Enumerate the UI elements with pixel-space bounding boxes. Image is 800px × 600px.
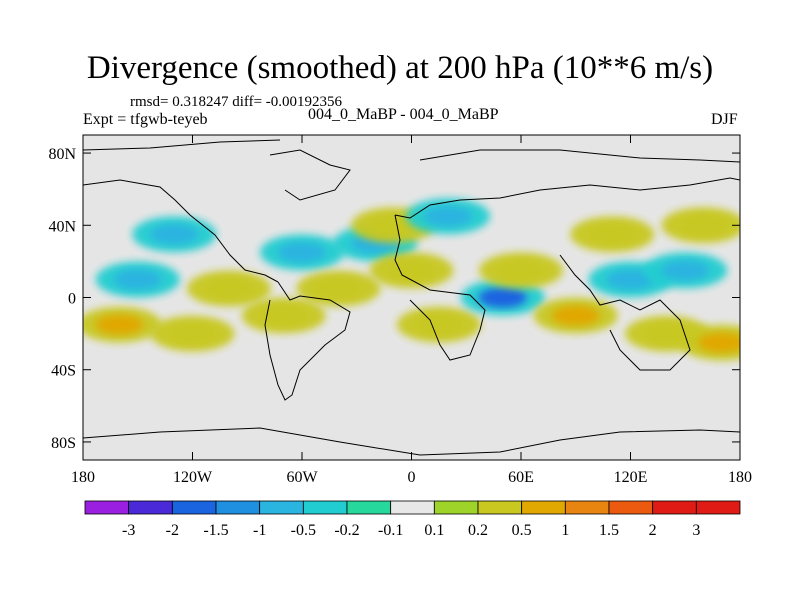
- colorbar: -3 -2 -1.5 -1 -0.5 -0.2 -0.1 0.1 0.2 0.5 1 1.5 2 3: [84, 500, 741, 539]
- field-core-17: [697, 332, 740, 353]
- field-core-20: [424, 206, 472, 227]
- field-core-16: [643, 323, 691, 344]
- colorbar-swatch: [346, 500, 392, 515]
- x-tick-label: 0: [408, 469, 416, 486]
- field-core-0: [95, 314, 144, 335]
- x-tick-label: 120E: [614, 469, 648, 486]
- colorbar-swatch: [390, 500, 435, 515]
- field-core-9: [387, 260, 436, 281]
- colorbar-swatch: [564, 500, 610, 515]
- y-tick-label: 40N: [48, 218, 76, 235]
- y-tick-label: 40S: [51, 363, 76, 380]
- colorbar-swatch: [215, 500, 261, 515]
- colorbar-label: 3: [692, 522, 700, 539]
- colorbar-label: 1: [561, 522, 569, 539]
- divergence-field: [83, 198, 740, 361]
- field-core-11: [478, 287, 527, 308]
- field-core-3: [150, 224, 199, 245]
- field-core-6: [278, 242, 326, 263]
- map-background: [83, 135, 740, 460]
- x-tick-label: 60E: [508, 469, 534, 486]
- colorbar-label: -1.5: [203, 522, 228, 539]
- y-tick-label: 0: [68, 291, 76, 308]
- field-core-21: [588, 224, 637, 245]
- field-core-18: [679, 215, 728, 236]
- field-core-1: [168, 323, 217, 344]
- stats-label: rmsd= 0.318247 diff= -0.00192356: [130, 94, 343, 110]
- experiment-label: Expt = tfgwb-teyeb: [83, 111, 208, 128]
- x-tick-label: 60W: [286, 469, 318, 486]
- x-tick-label: 180: [71, 469, 95, 486]
- colorbar-swatch: [302, 500, 348, 515]
- page-title: Divergence (smoothed) at 200 hPa (10**6 …: [86, 50, 714, 86]
- colorbar-label: -0.2: [334, 522, 359, 539]
- field-core-2: [113, 269, 162, 290]
- field-core-4: [205, 278, 253, 299]
- colorbar-swatch: [259, 500, 304, 515]
- field-core-10: [414, 314, 463, 335]
- colorbar-label: -3: [122, 522, 135, 539]
- colorbar-swatch: [695, 500, 741, 515]
- colorbar-label: 2: [649, 522, 657, 539]
- season-label: DJF: [711, 111, 738, 128]
- y-axis: 80N 40N 0 40S 80S: [48, 146, 740, 452]
- coastline-outline: [83, 139, 740, 456]
- field-core-13: [551, 305, 600, 326]
- field-core-14: [606, 269, 655, 290]
- colorbar-swatch: [171, 500, 217, 515]
- colorbar-swatch: [128, 500, 173, 515]
- field-core-5: [259, 305, 308, 326]
- colorbar-swatch: [433, 500, 479, 515]
- colorbar-label: -0.5: [291, 522, 316, 539]
- x-tick-label: 120W: [173, 469, 213, 486]
- colorbar-swatch: [521, 500, 566, 515]
- field-core-19: [369, 215, 418, 236]
- colorbar-label: -2: [166, 522, 179, 539]
- colorbar-label: -0.1: [378, 522, 403, 539]
- field-core-12: [497, 260, 545, 281]
- x-axis: 180 120W 60W 0 60E 120E 180: [71, 135, 752, 486]
- colorbar-swatch: [84, 500, 130, 515]
- colorbar-label: 0.1: [424, 522, 444, 539]
- x-tick-label: 180: [728, 469, 752, 486]
- y-tick-label: 80S: [51, 435, 76, 452]
- colorbar-swatch: [652, 500, 697, 515]
- colorbar-swatch: [477, 500, 523, 515]
- colorbar-label: -1: [253, 522, 266, 539]
- colorbar-swatch: [608, 500, 654, 515]
- field-core-7: [314, 278, 363, 299]
- run-label: 004_0_MaBP - 004_0_MaBP: [308, 106, 499, 123]
- colorbar-label: 0.5: [512, 522, 532, 539]
- field-core-15: [661, 260, 710, 281]
- y-tick-label: 80N: [48, 146, 76, 163]
- colorbar-label: 1.5: [599, 522, 619, 539]
- colorbar-label: 0.2: [468, 522, 488, 539]
